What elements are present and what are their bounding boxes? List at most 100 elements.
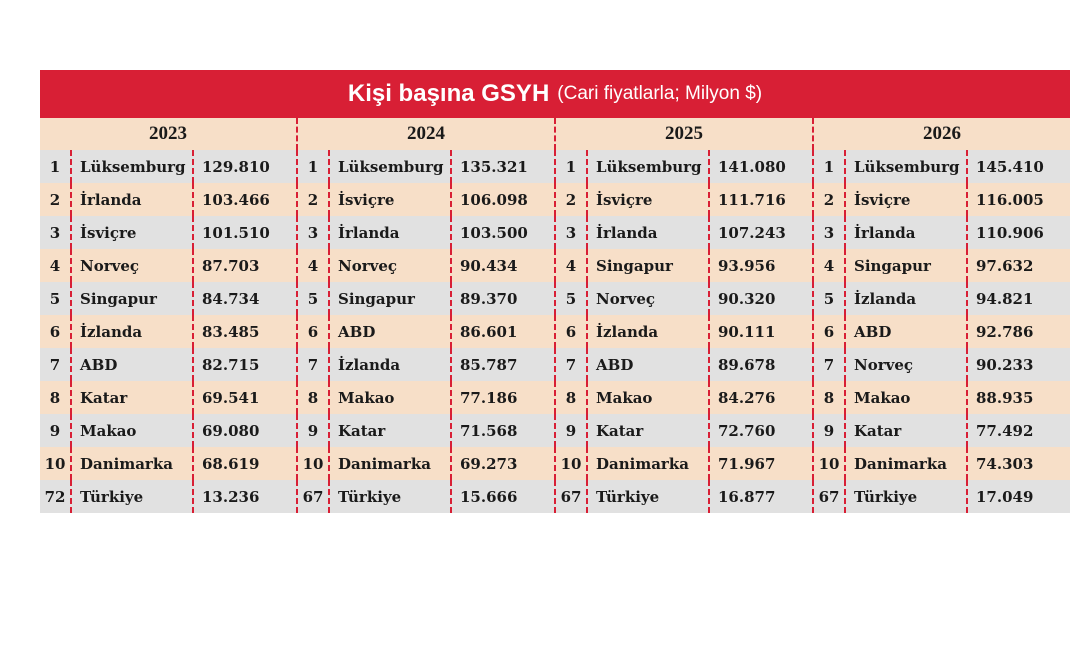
value-cell: 77.186 <box>450 381 554 414</box>
year-cell-group: 9 Katar 77.492 <box>812 414 1070 447</box>
rank-cell: 8 <box>307 388 319 407</box>
value-cell: 93.956 <box>708 249 812 282</box>
value-cell: 103.466 <box>192 183 296 216</box>
value-cell: 74.303 <box>966 447 1070 480</box>
value-cell: 84.734 <box>192 282 296 315</box>
year-cell-group: 9 Katar 71.568 <box>296 414 554 447</box>
year-header-2026: 2026 <box>812 118 1070 150</box>
value-cell: 77.492 <box>966 414 1070 447</box>
rank-cell: 3 <box>565 223 577 242</box>
country-cell: Lüksemburg <box>328 150 450 183</box>
country-cell: Norveç <box>844 348 966 381</box>
rank-cell: 1 <box>307 157 319 176</box>
year-cell-group: 10 Danimarka 68.619 <box>40 447 296 480</box>
value-cell: 90.233 <box>966 348 1070 381</box>
rank-cell: 6 <box>307 322 319 341</box>
value-cell: 97.632 <box>966 249 1070 282</box>
country-cell: Norveç <box>586 282 708 315</box>
rank-cell: 5 <box>307 289 319 308</box>
value-cell: 16.877 <box>708 480 812 513</box>
country-cell: Makao <box>586 381 708 414</box>
country-cell: Singapur <box>328 282 450 315</box>
country-cell: İzlanda <box>70 315 192 348</box>
country-cell: Lüksemburg <box>70 150 192 183</box>
year-cell-group: 4 Norveç 87.703 <box>40 249 296 282</box>
value-cell: 90.111 <box>708 315 812 348</box>
country-cell: ABD <box>844 315 966 348</box>
country-cell: Danimarka <box>328 447 450 480</box>
country-cell: ABD <box>70 348 192 381</box>
value-cell: 111.716 <box>708 183 812 216</box>
year-cell-group: 67 Türkiye 15.666 <box>296 480 554 513</box>
value-cell: 69.273 <box>450 447 554 480</box>
rank-cell: 2 <box>307 190 319 209</box>
rank-cell: 3 <box>307 223 319 242</box>
rank-cell: 10 <box>818 454 840 473</box>
table-row: 5 Singapur 84.734 5 Singapur 89.370 5 Norveç 90.… <box>40 282 1070 315</box>
rank-cell: 4 <box>823 256 835 275</box>
value-cell: 141.080 <box>708 150 812 183</box>
table-title: Kişi başına GSYH (Cari fiyatlarla; Milyo… <box>40 70 1070 118</box>
year-cell-group: 1 Lüksemburg 135.321 <box>296 150 554 183</box>
rank-cell: 67 <box>302 487 324 506</box>
value-cell: 106.098 <box>450 183 554 216</box>
year-cell-group: 3 İrlanda 103.500 <box>296 216 554 249</box>
year-cell-group: 4 Norveç 90.434 <box>296 249 554 282</box>
country-cell: İzlanda <box>328 348 450 381</box>
year-cell-group: 3 İrlanda 107.243 <box>554 216 812 249</box>
country-cell: Katar <box>328 414 450 447</box>
rank-cell: 72 <box>44 487 66 506</box>
year-cell-group: 5 İzlanda 94.821 <box>812 282 1070 315</box>
country-cell: Danimarka <box>70 447 192 480</box>
value-cell: 13.236 <box>192 480 296 513</box>
value-cell: 90.320 <box>708 282 812 315</box>
country-cell: Makao <box>844 381 966 414</box>
rank-cell: 8 <box>49 388 61 407</box>
country-cell: Danimarka <box>586 447 708 480</box>
rank-cell: 1 <box>565 157 577 176</box>
country-cell: Katar <box>70 381 192 414</box>
country-cell: İrlanda <box>586 216 708 249</box>
value-cell: 101.510 <box>192 216 296 249</box>
country-cell: İrlanda <box>844 216 966 249</box>
year-cell-group: 8 Makao 84.276 <box>554 381 812 414</box>
title-subtitle: (Cari fiyatlarla; Milyon $) <box>557 83 763 104</box>
rank-cell: 2 <box>823 190 835 209</box>
value-cell: 69.541 <box>192 381 296 414</box>
rank-cell: 67 <box>818 487 840 506</box>
year-header-2023: 2023 <box>149 123 187 144</box>
year-cell-group: 4 Singapur 93.956 <box>554 249 812 282</box>
rank-cell: 5 <box>49 289 61 308</box>
country-cell: Türkiye <box>328 480 450 513</box>
value-cell: 92.786 <box>966 315 1070 348</box>
value-cell: 83.485 <box>192 315 296 348</box>
rank-cell: 1 <box>823 157 835 176</box>
country-cell: Danimarka <box>844 447 966 480</box>
value-cell: 86.601 <box>450 315 554 348</box>
value-cell: 87.703 <box>192 249 296 282</box>
country-cell: İsviçre <box>328 183 450 216</box>
value-cell: 85.787 <box>450 348 554 381</box>
value-cell: 129.810 <box>192 150 296 183</box>
year-cell-group: 3 İrlanda 110.906 <box>812 216 1070 249</box>
rank-cell: 10 <box>44 454 66 473</box>
year-cell-group: 8 Katar 69.541 <box>40 381 296 414</box>
rank-cell: 6 <box>823 322 835 341</box>
table-row: 1 Lüksemburg 129.810 1 Lüksemburg 135.321 1 Lük… <box>40 150 1070 183</box>
value-cell: 89.678 <box>708 348 812 381</box>
year-cell-group: 2 İsviçre 111.716 <box>554 183 812 216</box>
value-cell: 107.243 <box>708 216 812 249</box>
value-cell: 15.666 <box>450 480 554 513</box>
year-cell-group: 5 Singapur 89.370 <box>296 282 554 315</box>
gdp-table: Kişi başına GSYH (Cari fiyatlarla; Milyo… <box>40 70 1070 513</box>
country-cell: Singapur <box>586 249 708 282</box>
year-cell-group: 67 Türkiye 16.877 <box>554 480 812 513</box>
table-row: 9 Makao 69.080 9 Katar 71.568 9 Katar 72.760 9 Kat… <box>40 414 1070 447</box>
year-cell-group: 72 Türkiye 13.236 <box>40 480 296 513</box>
value-cell: 68.619 <box>192 447 296 480</box>
year-header-2025: 2025 <box>554 118 812 150</box>
rank-cell: 7 <box>307 355 319 374</box>
year-cell-group: 5 Singapur 84.734 <box>40 282 296 315</box>
year-cell-group: 7 İzlanda 85.787 <box>296 348 554 381</box>
country-cell: İzlanda <box>844 282 966 315</box>
